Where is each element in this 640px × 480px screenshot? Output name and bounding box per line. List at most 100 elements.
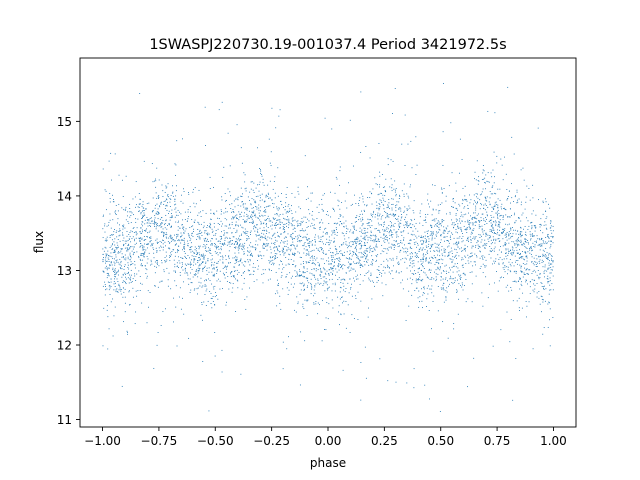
scatter-point (548, 267, 550, 269)
scatter-point (421, 248, 423, 250)
scatter-point (284, 231, 286, 233)
scatter-point (218, 218, 220, 220)
scatter-point (255, 216, 257, 218)
scatter-point (291, 193, 293, 194)
scatter-point (129, 247, 131, 249)
scatter-point (157, 208, 159, 210)
scatter-point (180, 242, 182, 244)
scatter-point (375, 241, 377, 242)
scatter-point (250, 204, 252, 206)
scatter-point (303, 236, 305, 238)
scatter-point (344, 200, 346, 202)
scatter-point (490, 248, 492, 250)
scatter-point (335, 248, 337, 250)
scatter-point (523, 228, 524, 230)
scatter-point (140, 245, 142, 247)
scatter-point (328, 269, 330, 271)
scatter-point (369, 245, 371, 247)
scatter-point (284, 218, 286, 220)
scatter-point (263, 233, 265, 235)
scatter-point (278, 245, 280, 247)
scatter-point (303, 245, 305, 247)
scatter-point (472, 224, 474, 226)
scatter-point (400, 214, 402, 215)
scatter-point (304, 155, 306, 157)
scatter-point (474, 171, 476, 173)
scatter-point (158, 195, 160, 197)
scatter-point (383, 199, 385, 201)
scatter-point (457, 246, 459, 248)
scatter-point (370, 230, 372, 232)
scatter-point (127, 256, 129, 258)
scatter-point (274, 246, 276, 248)
scatter-point (110, 227, 112, 229)
scatter-point (373, 239, 375, 241)
scatter-point (234, 266, 236, 268)
scatter-point (314, 276, 316, 278)
scatter-point (547, 268, 549, 270)
scatter-point (432, 209, 434, 211)
scatter-point (512, 233, 514, 235)
scatter-point (374, 239, 376, 240)
scatter-point (279, 221, 281, 223)
scatter-point (134, 267, 136, 269)
scatter-point (255, 234, 257, 236)
scatter-point (361, 229, 363, 231)
scatter-point (353, 225, 355, 227)
scatter-point (474, 237, 476, 239)
scatter-point (269, 256, 271, 258)
scatter-point (466, 232, 468, 233)
scatter-point (396, 231, 398, 233)
scatter-point (133, 252, 135, 254)
scatter-point (114, 275, 116, 277)
scatter-point (511, 252, 513, 254)
scatter-point (283, 224, 285, 226)
scatter-point (364, 237, 366, 239)
scatter-point (279, 224, 281, 226)
scatter-point (114, 249, 115, 251)
scatter-point (153, 249, 155, 250)
scatter-point (501, 276, 502, 278)
scatter-point (202, 246, 204, 248)
scatter-point (216, 266, 218, 268)
scatter-point (338, 257, 340, 259)
scatter-point (120, 262, 122, 264)
scatter-point (161, 222, 163, 224)
scatter-point (492, 249, 494, 251)
scatter-point (550, 225, 552, 227)
scatter-point (187, 278, 189, 280)
scatter-point (287, 221, 289, 223)
scatter-point (127, 267, 129, 268)
scatter-point (441, 253, 443, 255)
scatter-point (436, 249, 438, 251)
scatter-point (237, 287, 239, 289)
scatter-point (233, 243, 235, 245)
scatter-point (402, 288, 404, 290)
scatter-point (238, 225, 239, 227)
scatter-point (309, 257, 311, 259)
scatter-point (123, 291, 125, 293)
scatter-point (326, 232, 328, 234)
scatter-point (409, 239, 411, 241)
scatter-point (444, 255, 446, 257)
scatter-point (160, 202, 162, 204)
scatter-point (443, 188, 445, 189)
scatter-point (232, 209, 234, 210)
scatter-point (256, 224, 258, 226)
scatter-point (455, 182, 457, 184)
scatter-point (504, 266, 506, 268)
scatter-point (177, 235, 179, 237)
scatter-point (476, 218, 478, 220)
scatter-point (203, 221, 205, 223)
scatter-point (478, 220, 480, 221)
scatter-point (212, 275, 214, 277)
scatter-point (171, 251, 173, 252)
scatter-point (297, 220, 299, 222)
scatter-point (495, 201, 497, 203)
scatter-point (271, 235, 273, 237)
scatter-point (392, 198, 394, 200)
scatter-point (176, 237, 177, 239)
scatter-point (330, 271, 332, 273)
scatter-point (459, 138, 461, 140)
scatter-point (483, 220, 485, 222)
